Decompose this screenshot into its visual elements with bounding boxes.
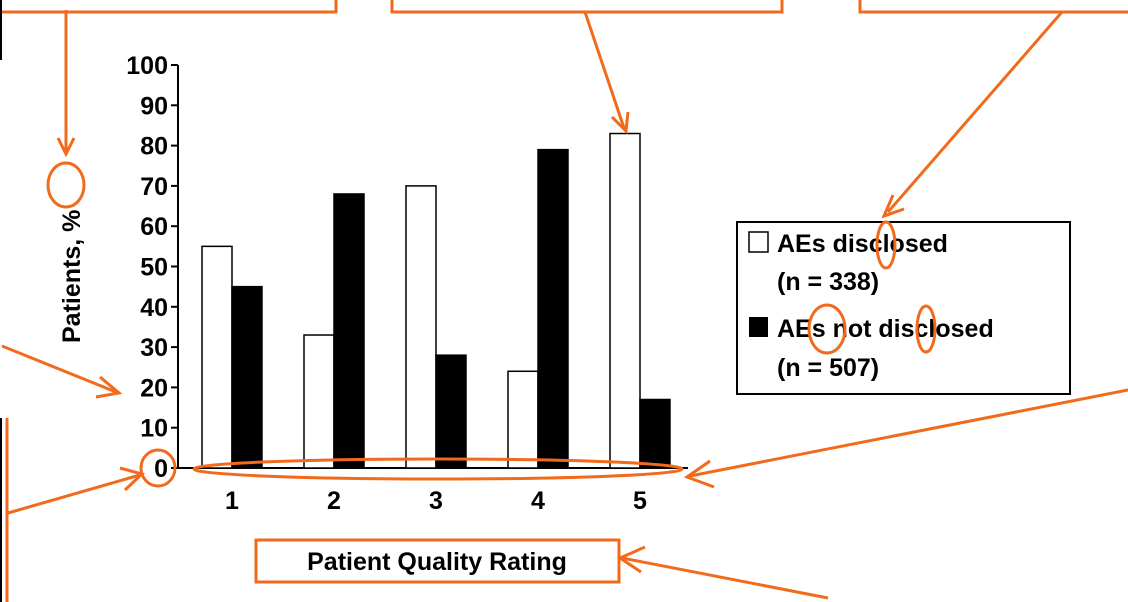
tick-labels: 0 10 20 30 40 50 60 70 80 90 100 1 2 3 4 5 — [126, 52, 647, 515]
arrow-legend-line — [886, 11, 1064, 213]
arrow-xaxis-head — [683, 459, 715, 489]
y-tick-label: 40 — [140, 294, 168, 322]
arrow-xlabel-head — [616, 545, 646, 574]
y-axis-label: Patients, % — [58, 210, 86, 343]
bar-series0-cat3 — [405, 185, 437, 469]
x-axis-label-box — [254, 538, 621, 584]
circle-legend-not — [807, 303, 847, 355]
bars — [201, 132, 671, 469]
arrow-tick0-line — [7, 473, 141, 515]
arrow-tick20-line — [1, 344, 117, 394]
y-tick-label: 80 — [140, 133, 168, 161]
bar-series1-cat3 — [435, 354, 467, 469]
y-tick-label: 10 — [140, 415, 168, 443]
y-tick-label: 70 — [140, 173, 168, 201]
annotation-box-top-left — [0, 0, 338, 14]
y-tick-label: 50 — [140, 254, 168, 282]
y-tick-label: 0 — [154, 455, 168, 483]
ellipse-x-axis — [192, 457, 684, 481]
bar-series0-cat4 — [507, 370, 539, 469]
circle-tick0 — [139, 448, 177, 488]
arrow-bar5-line — [583, 11, 626, 129]
bar-series0-cat1 — [201, 245, 233, 469]
bar-series1-cat2 — [333, 193, 365, 469]
arrow-legend-head — [881, 194, 905, 219]
bar-series0-cat2 — [303, 334, 335, 469]
legend-label-disclosed: AEs disclosed — [777, 230, 948, 258]
x-tick-label: 1 — [225, 487, 239, 515]
legend-sample-disclosed: (n = 338) — [777, 268, 879, 296]
annotation-overlays — [1, 10, 1128, 600]
legend-swatch-not-disclosed — [749, 317, 768, 337]
annotation-box-top-center — [390, 0, 784, 14]
x-tick-label: 4 — [531, 487, 545, 515]
circle-percent — [46, 161, 86, 209]
y-tick-label: 30 — [140, 334, 168, 362]
arrow-tick20-head — [95, 375, 123, 399]
bar-series1-cat4 — [537, 148, 569, 469]
legend-label-not-disclosed: AEs not disclosed — [777, 315, 994, 343]
y-tick-label: 90 — [140, 92, 168, 120]
circle-legend-d — [875, 220, 897, 270]
legend: AEs disclosed (n = 338) AEs not disclose… — [736, 221, 1071, 395]
arrow-percent-head — [56, 137, 76, 158]
legend-box — [736, 221, 1071, 395]
x-tick-label: 5 — [633, 487, 647, 515]
y-tick-label: 60 — [140, 213, 168, 241]
circle-legend-d2 — [915, 304, 937, 354]
legend-swatch-disclosed — [748, 231, 769, 253]
bar-series0-cat5 — [609, 132, 641, 469]
legend-sample-not-disclosed: (n = 507) — [777, 354, 879, 382]
arrow-xaxis-line — [689, 388, 1128, 478]
y-tick-label: 20 — [140, 374, 168, 402]
y-tick-label: 100 — [126, 52, 168, 80]
x-axis-label: Patient Quality Rating — [307, 548, 567, 576]
arrow-bar5-head — [610, 111, 630, 135]
x-tick-label: 2 — [327, 487, 341, 515]
annotation-box-top-right — [858, 0, 1128, 14]
bar-series1-cat1 — [231, 285, 263, 469]
x-tick-label: 3 — [429, 487, 443, 515]
arrow-xlabel-line — [621, 556, 829, 600]
bar-series1-cat5 — [639, 398, 671, 469]
